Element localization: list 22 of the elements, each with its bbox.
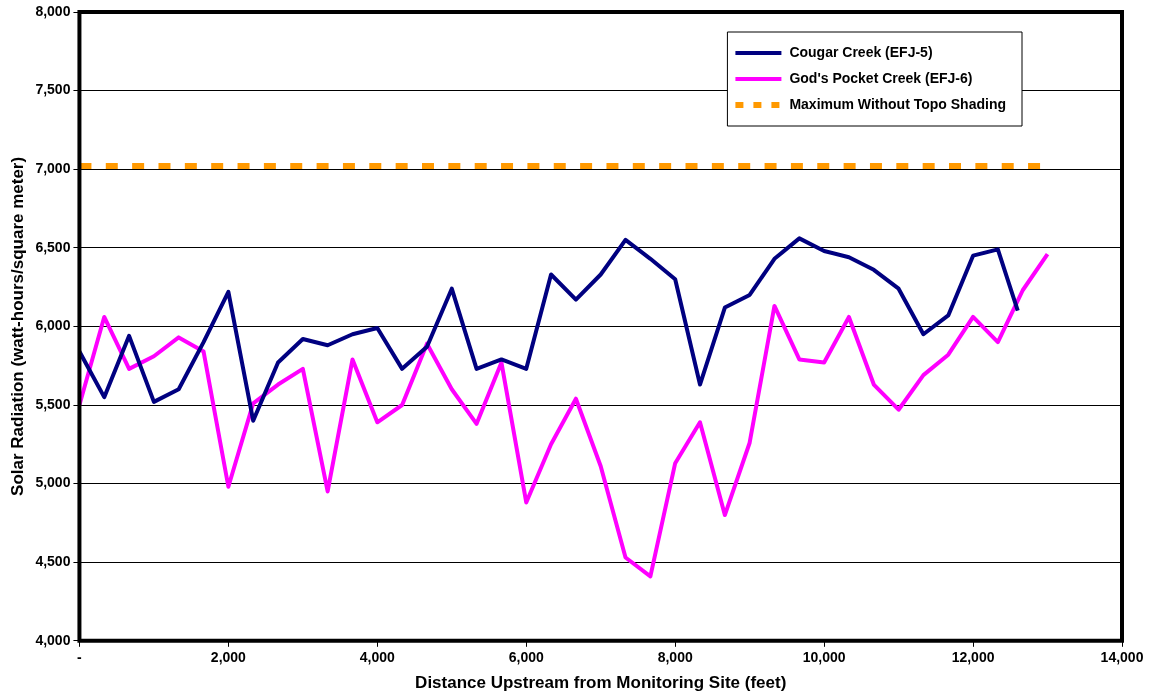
y-tick-label: 6,500 — [35, 238, 71, 255]
y-tick-label: 7,500 — [35, 81, 71, 98]
x-tick-label: 4,000 — [359, 649, 396, 666]
x-tick-label: 8,000 — [657, 649, 693, 666]
legend-label: God's Pocket Creek (EFJ-6) — [789, 69, 973, 86]
x-tick-label: 6,000 — [508, 649, 544, 666]
legend-label: Maximum Without Topo Shading — [789, 95, 1006, 112]
x-tick-label: 14,000 — [1100, 649, 1144, 666]
x-axis-title: Distance Upstream from Monitoring Site (feet) — [415, 673, 787, 693]
y-tick-label: 5,000 — [35, 474, 71, 491]
y-tick-label: 7,000 — [35, 160, 71, 177]
y-tick-label: 4,500 — [35, 553, 71, 570]
x-tick-label: 10,000 — [802, 649, 846, 666]
legend-label: Cougar Creek (EFJ-5) — [789, 43, 933, 60]
y-axis-title: Solar Radiation (watt-hours/square meter) — [7, 156, 27, 496]
y-tick-label: 4,000 — [35, 631, 71, 648]
y-tick-label: 6,000 — [35, 317, 71, 334]
x-tick-label: 2,000 — [210, 649, 247, 666]
y-tick-label: 8,000 — [35, 2, 71, 19]
x-tick-label: 12,000 — [951, 649, 995, 666]
x-tick-label: - — [77, 649, 83, 666]
y-tick-label: 5,500 — [35, 395, 71, 412]
